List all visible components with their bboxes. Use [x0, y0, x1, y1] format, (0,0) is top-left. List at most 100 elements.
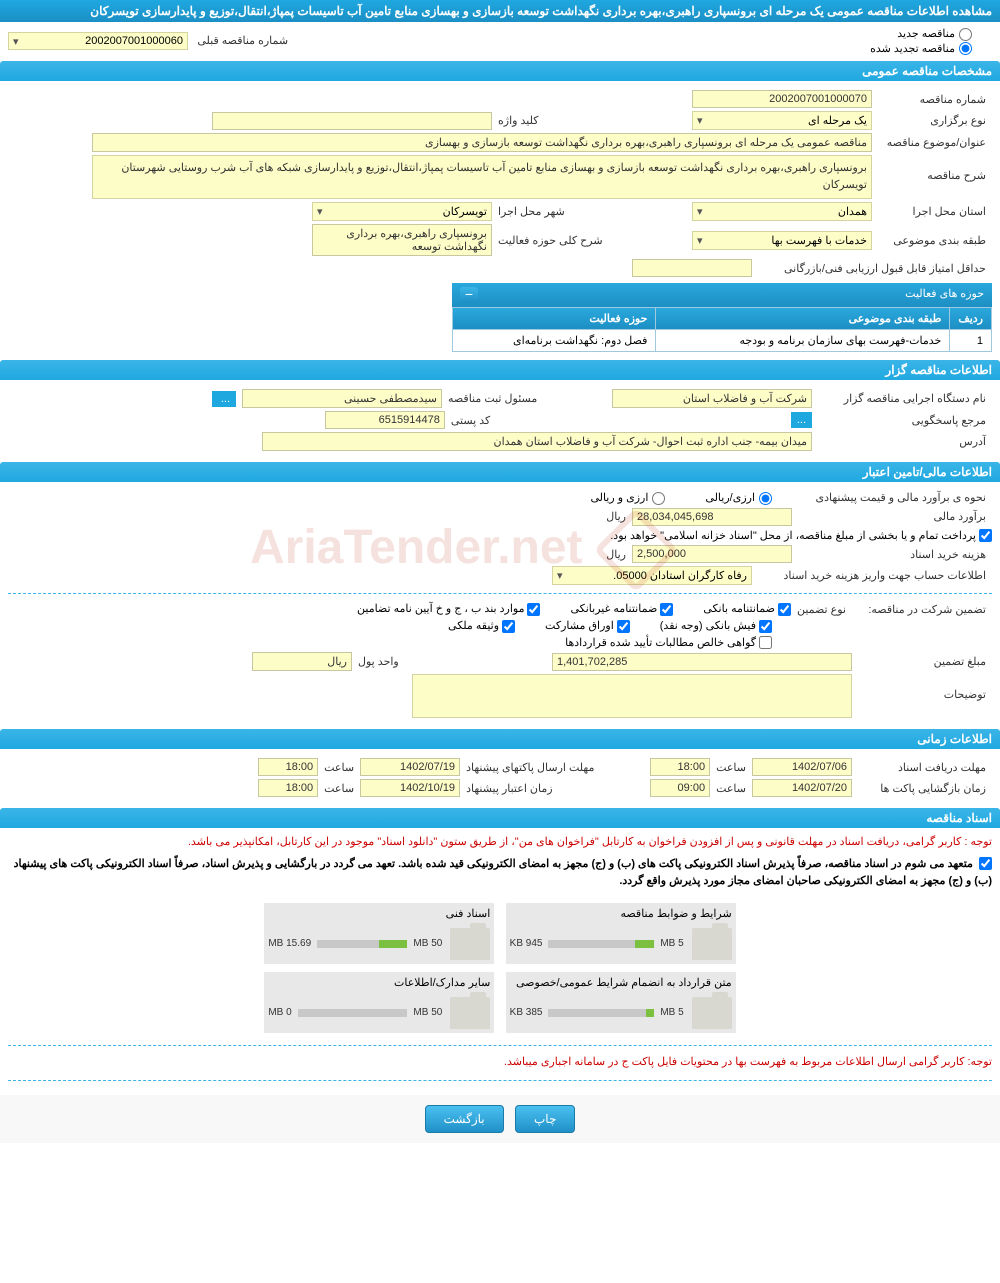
folder-icon [450, 928, 490, 960]
page-title: مشاهده اطلاعات مناقصه عمومی یک مرحله ای … [90, 4, 992, 18]
th-activity: حوزه فعالیت [453, 308, 656, 330]
doc-deadline-time: 18:00 [650, 758, 710, 776]
desc-field[interactable]: برونسپاری راهبری،بهره برداری نگهداشت توس… [92, 155, 872, 199]
table-row: 1 خدمات-فهرست بهای سازمان برنامه و بودجه… [453, 330, 992, 352]
currency-unit-label: واحد پول [352, 655, 552, 668]
notes-label: توضیحات [852, 674, 992, 701]
packet-deadline-time: 18:00 [258, 758, 318, 776]
activity-desc-field[interactable]: برونسپاری راهبری،بهره برداری نگهداشت توس… [312, 224, 492, 256]
registrar-label: مسئول ثبت مناقصه [442, 392, 612, 405]
validity-label: زمان اعتبار پیشنهاد [460, 782, 650, 795]
type-dropdown[interactable]: یک مرحله ای [692, 111, 872, 130]
address-label: آدرس [812, 435, 992, 448]
doc-card-2[interactable]: اسناد فنی 50 MB 15.69 MB [264, 903, 494, 964]
check-cash[interactable]: فیش بانکی (وجه نقد) [660, 619, 772, 633]
doc-fee-unit: ریال [600, 548, 632, 561]
keyword-label: کلید واژه [492, 114, 692, 127]
keyword-field[interactable] [212, 112, 492, 130]
estimate-unit: ریال [600, 510, 632, 523]
radio-currency-rial[interactable]: ارزی و ریالی [590, 491, 665, 505]
min-score-label: حداقل امتیاز قابل قبول ارزیابی فنی/بازرگ… [752, 262, 992, 275]
category-label: طبقه بندی موضوعی [872, 234, 992, 247]
print-button[interactable]: چاپ [515, 1105, 575, 1133]
desc-label: شرح مناقصه [872, 155, 992, 182]
estimate-method-label: نحوه ی برآورد مالی و قیمت پیشنهادی [792, 491, 992, 504]
doc-fee-label: هزینه خرید اسناد [792, 548, 992, 561]
account-label: اطلاعات حساب جهت واریز هزینه خرید اسناد [752, 569, 992, 582]
category-dropdown[interactable]: خدمات با فهرست بها [692, 231, 872, 250]
activity-table-header: حوزه های فعالیت − [452, 283, 992, 307]
registrar-field: سیدمصطفی حسینی [242, 389, 442, 408]
currency-unit-field: ریال [252, 652, 352, 671]
tender-no-field: 2002007001000070 [692, 90, 872, 108]
min-score-field[interactable] [632, 259, 752, 277]
estimate-label: برآورد مالی [792, 510, 992, 523]
response-label: مرجع پاسخگویی [812, 414, 992, 427]
radio-renewed-tender[interactable]: مناقصه تجدید شده [870, 42, 972, 56]
subject-field[interactable]: مناقصه عمومی یک مرحله ای برونسپاری راهبر… [92, 133, 872, 152]
doc-deadline-label: مهلت دریافت اسناد [852, 761, 992, 774]
activity-desc-label: شرح کلی حوزه فعالیت [492, 234, 692, 247]
check-approved[interactable]: گواهی خالص مطالبات تأیید شده قراردادها [565, 636, 772, 650]
address-field: میدان بیمه- جنب اداره ثبت احوال- شرکت آب… [262, 432, 812, 451]
city-dropdown[interactable]: تویسرکان [312, 202, 492, 221]
open-date: 1402/07/20 [752, 779, 852, 797]
dept-field: شرکت آب و فاضلاب استان [612, 389, 812, 408]
time-label-4: ساعت [318, 782, 360, 795]
validity-time: 18:00 [258, 779, 318, 797]
doc-deadline-date: 1402/07/06 [752, 758, 852, 776]
doc-note-1: توجه : کاربر گرامی، دریافت اسناد در مهلت… [8, 834, 992, 852]
time-label-3: ساعت [710, 782, 752, 795]
doc-note-2: متعهد می شوم در اسناد مناقصه، صرفاً پذیر… [8, 856, 992, 891]
packet-deadline-date: 1402/07/19 [360, 758, 460, 776]
account-dropdown[interactable]: رفاه کارگران استادان 05000. [552, 566, 752, 585]
notes-field[interactable] [412, 674, 852, 718]
postal-field: 6515914478 [325, 411, 445, 429]
time-label-1: ساعت [710, 761, 752, 774]
guarantee-type-label: نوع تضمین [791, 603, 852, 616]
page-title-bar: مشاهده اطلاعات مناقصه عمومی یک مرحله ای … [0, 0, 1000, 22]
check-items[interactable]: موارد بند ب ، ج و خ آیین نامه تضامین [357, 602, 540, 616]
payment-note-check[interactable]: پرداخت تمام و یا بخشی از مبلغ مناقصه، از… [610, 529, 992, 543]
radio-rial-only[interactable]: ارزی/ریالی [705, 491, 772, 505]
check-nonbank[interactable]: ضمانتنامه غیربانکی [570, 602, 673, 616]
registrar-more-button[interactable]: ... [212, 391, 236, 407]
packet-deadline-label: مهلت ارسال پاکتهای پیشنهاد [460, 761, 650, 774]
guarantee-amount-label: مبلغ تضمین [852, 655, 992, 668]
commitment-check[interactable] [979, 857, 992, 870]
section-general: مشخصات مناقصه عمومی [0, 61, 1000, 81]
type-label: نوع برگزاری [872, 114, 992, 127]
activity-table: ردیف طبقه بندی موضوعی حوزه فعالیت 1 خدما… [452, 307, 992, 352]
open-time: 09:00 [650, 779, 710, 797]
prev-number-label: شماره مناقصه قبلی [191, 35, 294, 47]
validity-date: 1402/10/19 [360, 779, 460, 797]
doc-card-4[interactable]: سایر مدارک/اطلاعات 50 MB 0 MB [264, 972, 494, 1033]
check-bonds[interactable]: اوراق مشارکت [545, 619, 630, 633]
province-label: استان محل اجرا [872, 205, 992, 218]
collapse-icon[interactable]: − [460, 287, 478, 303]
province-dropdown[interactable]: همدان [692, 202, 872, 221]
th-rownum: ردیف [950, 308, 992, 330]
doc-fee-field: 2,500,000 [632, 545, 792, 563]
radio-new-tender[interactable]: مناقصه جدید [897, 27, 972, 41]
folder-icon [692, 928, 732, 960]
check-bank[interactable]: ضمانتنامه بانکی [703, 602, 791, 616]
guarantee-amount-field: 1,401,702,285 [552, 653, 852, 671]
th-category: طبقه بندی موضوعی [656, 308, 950, 330]
subject-label: عنوان/موضوع مناقصه [872, 136, 992, 149]
folder-icon [450, 997, 490, 1029]
doc-card-1[interactable]: شرایط و ضوابط مناقصه 5 MB 945 KB [506, 903, 736, 964]
section-financial: اطلاعات مالی/تامین اعتبار [0, 462, 1000, 482]
tender-no-label: شماره مناقصه [872, 93, 992, 106]
back-button[interactable]: بازگشت [425, 1105, 504, 1133]
open-label: زمان بازگشایی پاکت ها [852, 782, 992, 795]
check-property[interactable]: وثیقه ملکی [448, 619, 515, 633]
section-timing: اطلاعات زمانی [0, 729, 1000, 749]
doc-note-3: توجه: کاربر گرامی ارسال اطلاعات مربوط به… [8, 1054, 992, 1072]
prev-number-dropdown[interactable]: 2002007001000060 [8, 32, 188, 50]
section-documents: اسناد مناقصه [0, 808, 1000, 828]
response-button[interactable]: ... [791, 412, 812, 428]
dept-label: نام دستگاه اجرایی مناقصه گزار [812, 392, 992, 405]
doc-card-3[interactable]: متن قرارداد به انضمام شرایط عمومی/خصوصی … [506, 972, 736, 1033]
section-organizer: اطلاعات مناقصه گزار [0, 360, 1000, 380]
